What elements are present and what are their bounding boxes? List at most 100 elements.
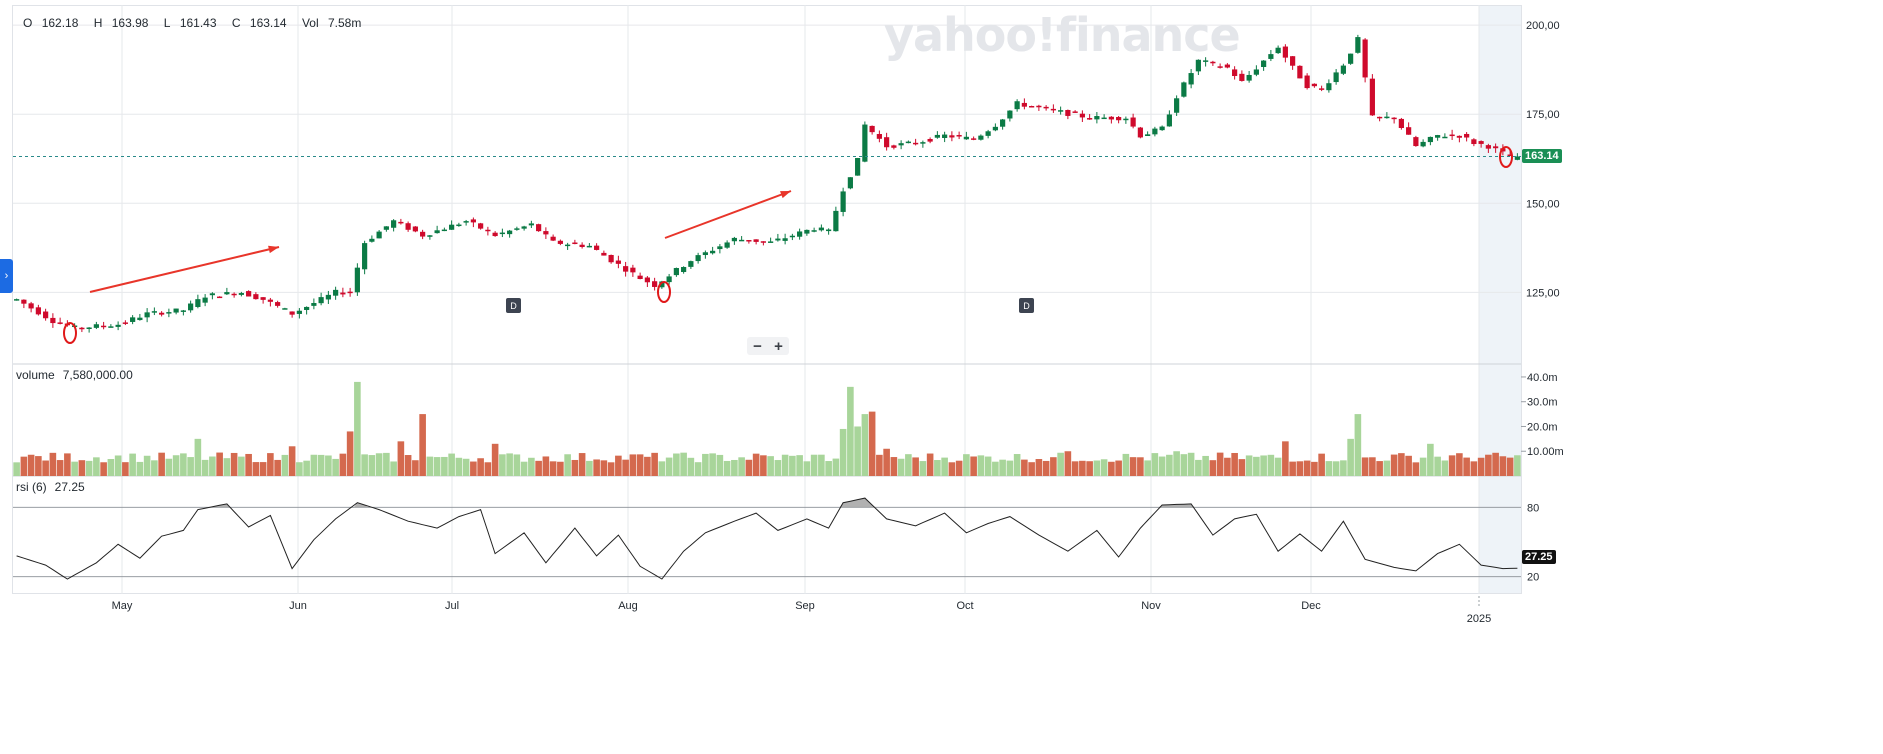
chart-canvas[interactable]: May Jun Jul Aug Sep Oct Nov Dec 2025 200,00 175,00… (0, 0, 1568, 628)
volume-bar (78, 460, 86, 476)
volume-bar (890, 457, 898, 476)
candle-body (949, 135, 955, 138)
volume-bar (1311, 461, 1318, 476)
volume-bar (868, 411, 876, 476)
volume-bar (1093, 460, 1101, 476)
candle-body (1442, 136, 1448, 139)
candle-body (615, 260, 621, 264)
volume-bar (760, 455, 767, 476)
volume-bar (1028, 462, 1035, 476)
volume-bar (491, 443, 499, 476)
candle-body (1355, 37, 1361, 53)
candle-body (978, 135, 984, 140)
candle-body (159, 312, 165, 315)
candle-body (1485, 145, 1491, 149)
candle-body (391, 220, 397, 228)
candle-body (1087, 118, 1093, 120)
chart-frame (12, 5, 1522, 594)
x-tick-label: Aug (618, 600, 638, 612)
x-tick-label: Sep (795, 600, 815, 612)
candle-body (173, 308, 179, 313)
candle-body (688, 261, 694, 267)
price-tick-label: 175,00 (1526, 109, 1560, 121)
candle-body (369, 238, 375, 242)
candle-body (253, 294, 259, 300)
volume-bar (803, 461, 811, 476)
candle-body (1333, 72, 1339, 83)
volume-bar (854, 426, 861, 476)
rsi-overbought-fill (1158, 503, 1195, 508)
volume-bar (1412, 462, 1420, 476)
candle-body (782, 238, 788, 241)
volume-bar (100, 462, 107, 476)
candle-body (499, 232, 505, 235)
candle-body (637, 275, 643, 280)
marker-circle (63, 322, 77, 344)
candle-body (217, 296, 223, 299)
volume-bar (361, 454, 368, 476)
volume-bar (252, 462, 260, 476)
candle-body (1036, 105, 1042, 108)
candle-body (57, 322, 63, 324)
volume-bar (977, 455, 985, 476)
volume-bar (238, 456, 245, 476)
candle-body (325, 294, 331, 300)
candle-body (717, 246, 723, 250)
volume-bar (861, 414, 869, 476)
volume-bar (477, 458, 484, 476)
volume-bar (288, 446, 296, 476)
candle-body (209, 293, 215, 296)
volume-bar (1071, 461, 1079, 476)
volume-bar (1050, 457, 1057, 476)
zoom-out-button[interactable]: − (753, 337, 762, 355)
volume-bar (999, 459, 1006, 476)
volume-bar (723, 460, 731, 476)
candle-body (572, 242, 578, 245)
candle-body (623, 266, 629, 272)
expand-panel-button[interactable]: › (0, 259, 13, 293)
volume-bar (13, 462, 20, 476)
volume-bar (1042, 460, 1050, 476)
volume-bar (85, 460, 93, 476)
candle-body (630, 267, 636, 273)
volume-tick-label: 30.0m (1527, 397, 1558, 409)
candle-body (1420, 141, 1426, 147)
stock-chart[interactable]: May Jun Jul Aug Sep Oct Nov Dec 2025 200,00 175,00… (0, 0, 1568, 628)
candle-body (557, 240, 563, 244)
volume-bar (462, 458, 470, 476)
volume-bar (1086, 461, 1093, 476)
zoom-in-button[interactable]: + (774, 337, 783, 355)
candle-body (876, 134, 882, 139)
candle-body (920, 142, 926, 144)
volume-bar (1463, 457, 1470, 476)
volume-bar (1202, 455, 1209, 476)
candle-body (1406, 127, 1412, 135)
candle-body (1297, 65, 1303, 79)
candle-body (956, 135, 962, 137)
candle-body (122, 322, 128, 324)
volume-tick-label: 20.0m (1527, 421, 1558, 433)
candle-body (463, 221, 469, 223)
candle-body (942, 134, 948, 139)
volume-bar (35, 456, 42, 476)
candle-body (565, 244, 571, 247)
candle-body (884, 137, 890, 148)
candle-body (1029, 106, 1035, 108)
candle-body (246, 291, 252, 297)
volume-bar (1347, 438, 1354, 476)
candle-body (180, 310, 186, 312)
volume-bar (535, 460, 542, 476)
dividend-marker-1[interactable]: D (506, 298, 521, 313)
volume-bar (339, 453, 347, 476)
candle-body (1159, 126, 1165, 131)
candle-body (1043, 106, 1049, 109)
ohlc-low: L 161.43 (163, 16, 217, 30)
candle-body (1166, 114, 1172, 127)
candle-body (586, 245, 592, 248)
candle-body (905, 141, 911, 144)
candle-body (1239, 73, 1245, 81)
candle-body (1435, 135, 1441, 138)
volume-bar (129, 453, 136, 476)
dividend-marker-2[interactable]: D (1019, 298, 1034, 313)
volume-bar (745, 459, 753, 476)
